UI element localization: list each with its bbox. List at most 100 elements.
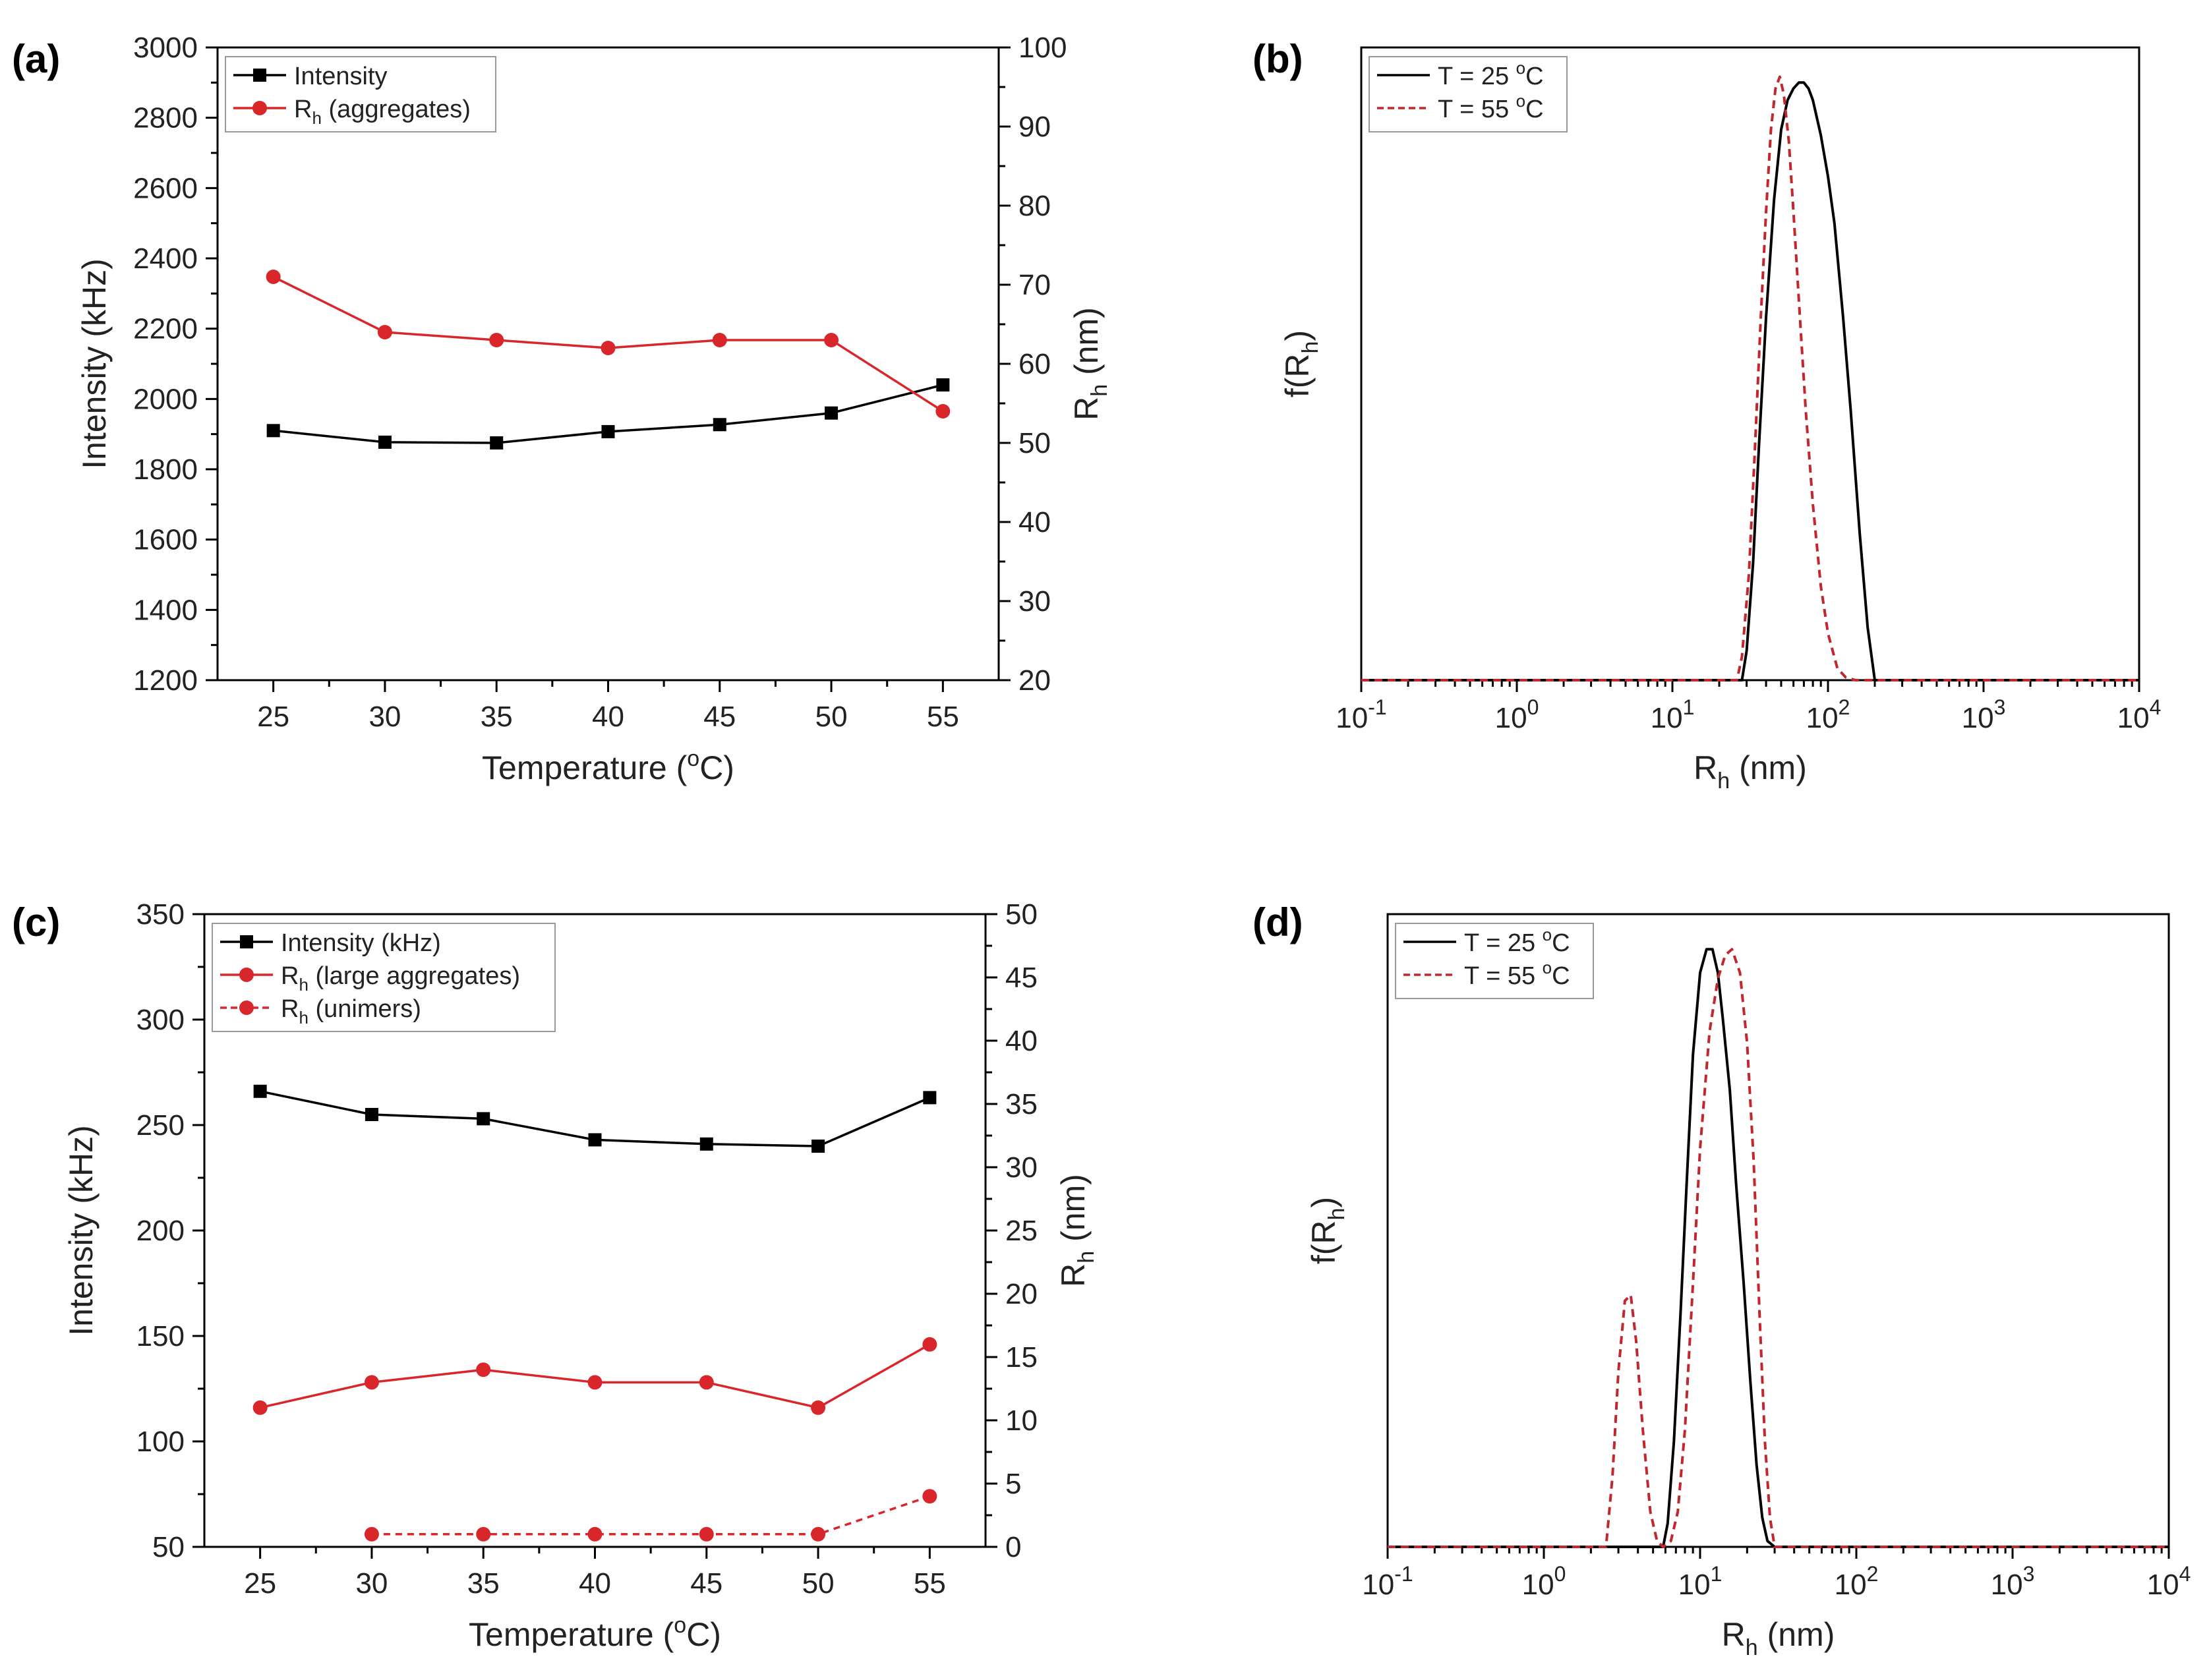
x-tick-label: 103 [1991, 1562, 2035, 1601]
x-tick-label: 10-1 [1336, 695, 1386, 734]
legend-swatch [233, 101, 286, 115]
x-tick-label: 100 [1522, 1562, 1566, 1601]
y2-tick-label: 45 [1005, 962, 1038, 994]
x-tick-label: 104 [2147, 1562, 2191, 1601]
series-group [266, 270, 951, 449]
y2-tick-label: 30 [1018, 585, 1051, 618]
y-tick-label: 3000 [133, 32, 198, 64]
data-point [601, 341, 616, 355]
panel-d: (d) 10-1 100 101 102 103 104 Rh (nm) f(Rh) T = 25… [1252, 900, 2191, 1660]
panel-label-b: (b) [1252, 37, 1303, 81]
y-tick-label: 50 [152, 1531, 185, 1563]
series-line-2 [371, 1495, 930, 1536]
data-point [713, 418, 726, 432]
data-point [489, 333, 504, 347]
y2-tick-label: 70 [1018, 269, 1051, 301]
y2-tick-label: 50 [1005, 898, 1038, 931]
legend-swatch [220, 968, 273, 982]
data-point [699, 1526, 714, 1542]
data-point [365, 1108, 378, 1121]
data-point [266, 424, 280, 438]
y2-axis-title: Rh (nm) [1055, 1174, 1099, 1287]
series-line-1 [1388, 948, 2169, 1548]
legend-swatch [220, 1000, 273, 1015]
y2-axis-title: Rh (nm) [1068, 307, 1112, 420]
legend-label-0: Intensity (kHz) [281, 929, 441, 957]
data-point [922, 1337, 937, 1352]
series-group [1361, 75, 2139, 681]
legend: Intensity (kHz) Rh (large aggregates)Rh (… [212, 923, 556, 1032]
x-tick-label: 25 [257, 701, 289, 733]
x-tick-label: 103 [1962, 695, 2006, 734]
y-axis-title: Intensity (kHz) [76, 258, 113, 469]
data-point [699, 1137, 713, 1151]
y-tick-label: 100 [136, 1426, 185, 1458]
data-point [252, 1400, 268, 1415]
plot-frame [1386, 913, 2170, 1548]
series-line-0 [1388, 948, 2169, 1548]
x-tick-label: 30 [368, 701, 401, 733]
data-point [490, 436, 504, 449]
x-tick-label: 50 [802, 1567, 835, 1600]
x-tick-label: 35 [467, 1567, 500, 1600]
plot-frame [216, 46, 1000, 681]
x-tick-label: 50 [815, 701, 848, 733]
x-tick-label: 100 [1495, 695, 1539, 734]
data-point [923, 1091, 937, 1105]
y-tick-label: 250 [136, 1109, 185, 1142]
data-point [587, 1526, 603, 1542]
y-axis-title: f(Rh) [1305, 1197, 1349, 1264]
y2-tick-label: 50 [1018, 427, 1051, 459]
y2-tick-label: 30 [1005, 1151, 1038, 1184]
y-tick-label: 2800 [133, 102, 198, 134]
y2-tick-label: 40 [1005, 1025, 1038, 1057]
data-point [587, 1375, 603, 1390]
legend-label-0: T = 25 oC [1464, 925, 1570, 957]
y2-tick-label: 90 [1018, 111, 1051, 143]
x-tick-label: 55 [914, 1567, 946, 1600]
series-group [252, 1084, 937, 1542]
legend-box [225, 56, 496, 132]
x-tick-label: 102 [1806, 695, 1850, 734]
legend-label-1: T = 55 oC [1438, 91, 1544, 123]
legend: Intensity Rh (aggregates) [225, 56, 496, 132]
y-tick-label: 2600 [133, 172, 198, 204]
x-tick-label: 45 [690, 1567, 722, 1600]
data-point [477, 1112, 490, 1126]
panel-label-c: (c) [12, 900, 60, 944]
data-point [712, 333, 727, 347]
data-point [364, 1526, 379, 1542]
x-axis-title: Temperature (oC) [469, 1613, 721, 1653]
x-tick-label: 55 [927, 701, 959, 733]
data-point [364, 1375, 379, 1390]
panel-c: (c) 25 30 35 40 45 50 55 50 100 150 200 250 300 350 0 5 1… [12, 898, 1099, 1653]
y-tick-label: 300 [136, 1004, 185, 1036]
legend-swatch [220, 935, 273, 948]
data-point [811, 1526, 826, 1542]
x-tick-label: 25 [244, 1567, 276, 1600]
x-tick-label: 101 [1651, 695, 1695, 734]
panel-a: (a) 25 30 35 40 45 50 55 1200 1400 1600 1800 2000 220… [12, 32, 1112, 786]
panel-b: (b) 10-1 100 101 102 103 104 Rh (nm) f(Rh) T = 25… [1252, 37, 2161, 794]
legend-swatch [233, 69, 286, 82]
x-tick-label: 35 [481, 701, 513, 733]
y-tick-label: 2200 [133, 313, 198, 345]
y-tick-label: 200 [136, 1215, 185, 1247]
legend-label-0: Intensity [294, 63, 388, 90]
y-tick-label: 2400 [133, 243, 198, 275]
legend-label-0: T = 25 oC [1438, 58, 1544, 90]
series-group [1388, 948, 2169, 1548]
y-tick-label: 350 [136, 898, 185, 931]
y2-tick-label: 0 [1005, 1531, 1021, 1563]
y2-tick-label: 40 [1018, 506, 1051, 538]
y2-tick-label: 20 [1018, 664, 1051, 697]
x-tick-label: 45 [703, 701, 736, 733]
data-point [699, 1375, 714, 1390]
data-point [476, 1526, 491, 1542]
data-point [378, 435, 392, 449]
legend-box [1395, 923, 1594, 999]
data-point [601, 424, 615, 438]
x-tick-label: 104 [2117, 695, 2162, 734]
x-tick-label: 30 [355, 1567, 388, 1600]
data-point [936, 378, 950, 391]
